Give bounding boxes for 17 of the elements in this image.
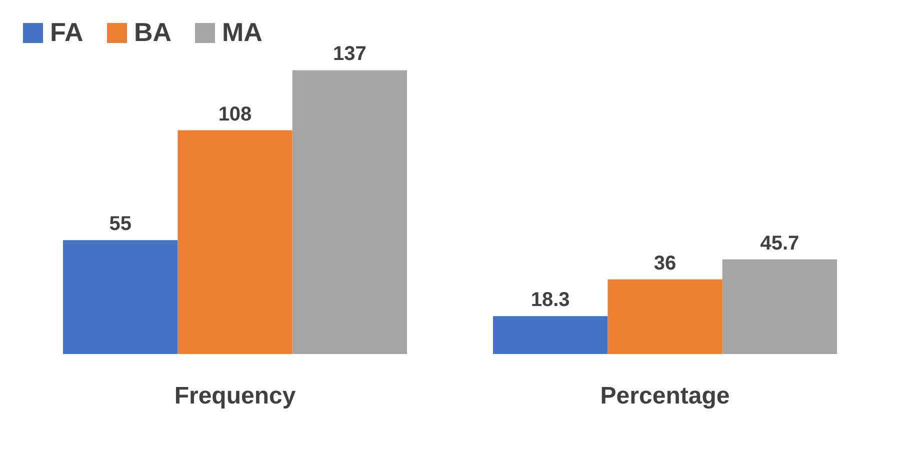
x-tick-label: Percentage xyxy=(600,382,730,410)
data-label: 45.7 xyxy=(760,232,800,254)
data-label: 36 xyxy=(654,252,676,274)
x-tick-label: Frequency xyxy=(174,382,296,410)
bar xyxy=(722,259,837,354)
bar xyxy=(63,240,178,354)
legend-label: BA xyxy=(134,17,172,47)
legend-label: FA xyxy=(50,17,84,47)
data-label: 137 xyxy=(332,43,366,66)
bar xyxy=(493,316,608,354)
data-label: 55 xyxy=(109,213,132,236)
bar xyxy=(608,279,722,354)
bar xyxy=(292,70,407,354)
legend-label: MA xyxy=(222,17,263,47)
bar xyxy=(178,130,292,354)
data-label: 108 xyxy=(218,103,252,126)
data-label: 18.3 xyxy=(530,289,570,312)
